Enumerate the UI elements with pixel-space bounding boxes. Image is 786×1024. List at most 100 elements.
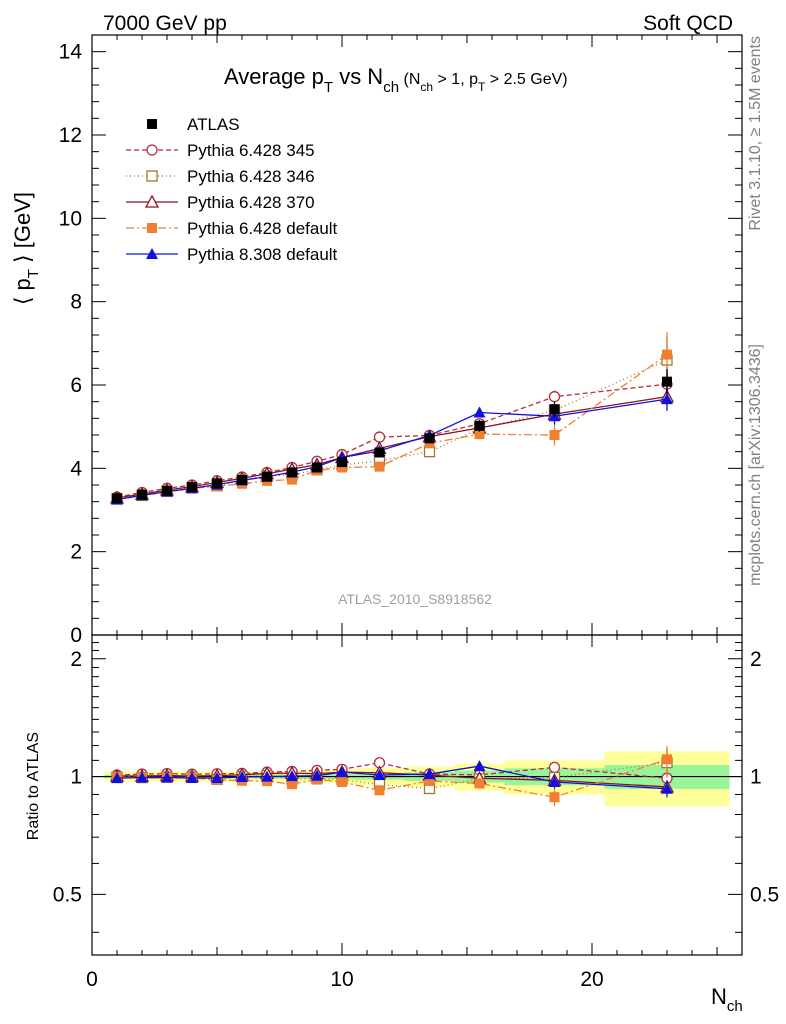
data-point: [287, 779, 297, 790]
y-tick-label: 6: [70, 374, 82, 397]
ratio-tick-label-right: 0.5: [750, 883, 779, 906]
legend-label: Pythia 6.428 346: [187, 167, 315, 186]
plot-title: Average pT vs Nch (Nch > 1, pT > 2.5 GeV…: [224, 64, 568, 96]
y-tick-label: 12: [59, 124, 82, 147]
header-category-label: Soft QCD: [643, 12, 733, 35]
x-tick-label: 10: [330, 968, 353, 991]
xlabel-sub: ch: [727, 998, 743, 1015]
ratio-tick-label-right: 2: [750, 648, 762, 671]
legend-entry: Pythia 6.428 346: [126, 167, 315, 186]
xlabel-main: N: [711, 984, 727, 1009]
ratio-plot: 0 10 200.5 0.51 12 2: [53, 35, 779, 991]
ylabel-main: ⟨ p: [10, 278, 35, 305]
data-point: [162, 485, 172, 496]
data-point: [286, 770, 298, 782]
data-point: [287, 474, 297, 485]
data-point: [473, 406, 486, 418]
data-point: [549, 404, 560, 415]
y-tick-label: 0: [70, 624, 82, 647]
data-point: [473, 760, 486, 772]
main-plot: 0 2 4 6 8 10 12 14: [59, 34, 743, 647]
legend-label: Pythia 6.428 370: [187, 193, 315, 212]
x-tick-label: 20: [580, 968, 603, 991]
ratio-y-axis-label: Ratio to ATLAS: [25, 732, 42, 840]
data-point: [474, 420, 485, 431]
ylabel-sub: T: [25, 269, 42, 278]
main-y-axis-ticks: 0 2 4 6 8 10 12 14: [59, 34, 742, 647]
legend-label: Pythia 8.308 default: [187, 245, 338, 264]
x-axis-label: Nch: [711, 984, 743, 1015]
data-point: [146, 170, 158, 182]
data-point: [337, 776, 347, 787]
y-tick-label: 2: [70, 541, 82, 564]
data-point: [548, 391, 561, 403]
series-pythia-6-428-default: [112, 331, 672, 504]
title-sub-ch: ch: [383, 79, 399, 96]
data-point: [549, 792, 560, 803]
data-point: [312, 462, 322, 473]
legend-entry: Pythia 6.428 345: [126, 141, 315, 160]
data-point: [187, 482, 197, 493]
data-point: [373, 769, 386, 781]
data-point: [548, 775, 561, 787]
title-cuts-sub-ch: ch: [420, 80, 433, 94]
title-main: Average p: [224, 64, 324, 89]
ratio-tick-label-right: 1: [750, 766, 762, 789]
main-y-axis-label: ⟨ pT ⟩ [GeV]: [10, 192, 42, 305]
ratio-tick-label-left: 0.5: [53, 883, 82, 906]
data-point: [337, 457, 347, 468]
title-vs: vs N: [333, 64, 383, 89]
data-point: [236, 771, 248, 783]
data-point: [662, 349, 672, 360]
data-point: [424, 433, 435, 444]
data-point: [374, 447, 385, 458]
data-point: [161, 771, 173, 783]
title-cuts-a: (N: [399, 71, 420, 88]
series-line: [116, 354, 668, 500]
data-point: [373, 431, 386, 443]
legend-entry: Pythia 6.428 default: [126, 219, 338, 238]
data-point: [237, 475, 247, 485]
title-sub-t: T: [324, 79, 333, 96]
data-point: [147, 223, 157, 233]
legend-entry: Pythia 8.308 default: [126, 245, 338, 264]
data-point: [262, 471, 272, 482]
data-point: [112, 493, 122, 504]
series-atlas-data: [112, 369, 672, 504]
ratio-y-axis-ticks: 0.5 0.5 1 1 2 2: [53, 634, 779, 933]
header-energy-label: 7000 GeV pp: [103, 12, 227, 35]
ratio-series-line: [116, 762, 668, 779]
analysis-watermark: ATLAS_2010_S8918562: [338, 591, 492, 607]
data-point: [661, 782, 673, 794]
data-point: [474, 429, 485, 440]
legend-entry: Pythia 6.428 370: [126, 193, 315, 212]
data-point: [144, 194, 160, 208]
data-point: [287, 467, 297, 478]
title-cuts-b: > 1, p: [433, 71, 478, 88]
rivet-version-label: Rivet 3.1.10, ≥ 1.5M events: [747, 36, 764, 231]
data-point: [146, 248, 158, 259]
data-point: [136, 771, 148, 783]
data-point: [147, 119, 157, 129]
data-point: [474, 778, 485, 789]
title-cuts-sub-t: T: [478, 80, 486, 94]
data-point: [374, 461, 385, 472]
series-line: [116, 359, 668, 500]
y-tick-label: 8: [70, 291, 82, 314]
data-point: [186, 772, 198, 784]
legend-entry: ATLAS: [147, 115, 240, 134]
data-point: [548, 761, 561, 774]
data-point: [662, 754, 672, 765]
series-line: [116, 383, 668, 498]
data-point: [146, 144, 158, 156]
data-point: [311, 769, 323, 781]
ratio-tick-label-left: 2: [70, 648, 82, 671]
x-tick-label: 0: [86, 968, 98, 991]
data-point: [423, 768, 436, 780]
data-point: [662, 376, 672, 387]
data-point: [337, 462, 347, 473]
data-point: [211, 771, 223, 783]
legend-label: ATLAS: [187, 115, 240, 134]
data-point: [549, 430, 560, 440]
